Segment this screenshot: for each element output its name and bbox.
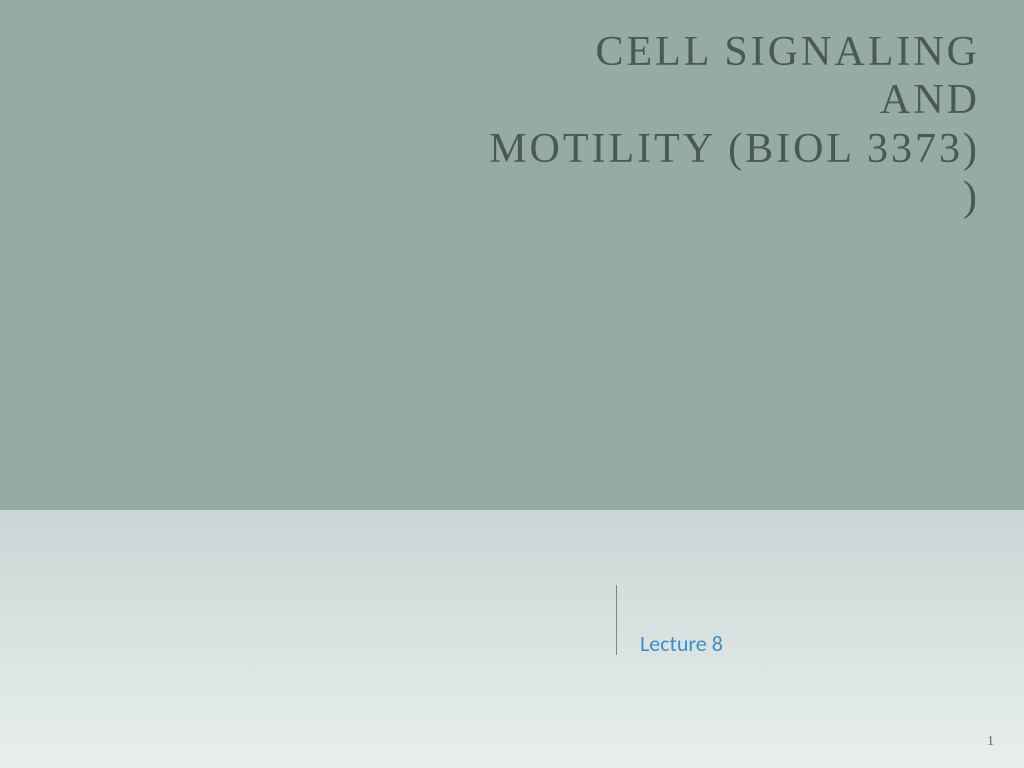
title-line-1: CELL SIGNALING [595,29,980,75]
presentation-slide: CELL SIGNALING AND MOTILITY (BIOL 3373) … [0,0,1024,768]
slide-upper-region: CELL SIGNALING AND MOTILITY (BIOL 3373) … [0,0,1024,510]
page-number: 1 [987,734,994,750]
title-line-3: MOTILITY (BIOL 3373) [489,126,980,172]
title-line-4: ) [963,174,980,220]
slide-subtitle: Lecture 8 [640,630,723,657]
slide-title: CELL SIGNALING AND MOTILITY (BIOL 3373) … [108,28,980,221]
slide-lower-region: Lecture 8 1 [0,510,1024,768]
title-line-2: AND [880,77,980,123]
vertical-divider [616,585,617,655]
